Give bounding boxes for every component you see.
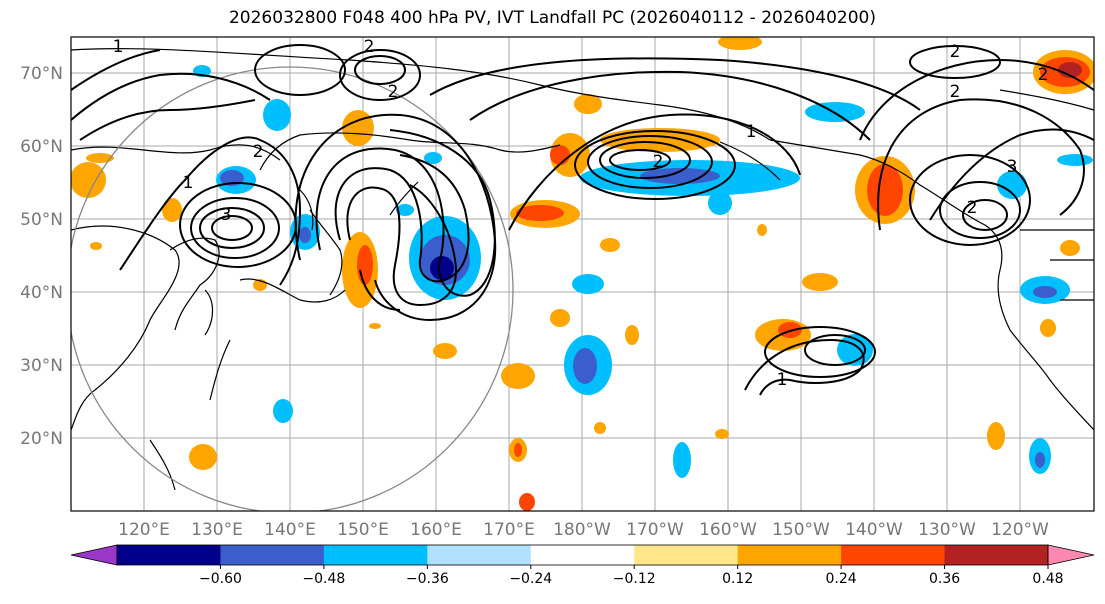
colorbar-cell (220, 545, 325, 565)
svg-text:2: 2 (388, 82, 399, 102)
lon-label: 120°E (118, 520, 170, 540)
lon-label: 130°E (191, 520, 243, 540)
colorbar-tick-label: 0.12 (722, 571, 753, 587)
lat-label: 50°N (20, 210, 63, 230)
colorbar-cell (634, 545, 739, 565)
svg-text:3: 3 (1007, 157, 1018, 177)
svg-text:1: 1 (777, 370, 788, 390)
colorbar-cell (530, 545, 635, 565)
longitude-labels: 120°E 130°E 140°E 150°E 160°E 170°E 180°… (118, 520, 1049, 540)
colorbar-tick-label: 0.48 (1032, 571, 1063, 587)
lon-label: 150°W (772, 520, 830, 540)
colorbar-tick-label: 0.24 (826, 571, 857, 587)
colorbar-cell (323, 545, 428, 565)
colorbar-tick-label: −0.36 (406, 571, 449, 587)
latitude-labels: 70°N 60°N 50°N 40°N 30°N 20°N (20, 64, 63, 449)
lon-label: 120°W (991, 520, 1049, 540)
svg-text:2: 2 (950, 82, 961, 102)
lon-label: 170°W (626, 520, 684, 540)
svg-text:2: 2 (653, 152, 664, 172)
landfall-region-circle (71, 66, 514, 511)
colorbar-cell (427, 545, 532, 565)
lat-label: 20°N (20, 429, 63, 449)
svg-text:3: 3 (221, 205, 232, 225)
svg-text:2: 2 (1038, 65, 1049, 85)
pv-contours (71, 44, 1094, 396)
colorbar-tick-label: −0.60 (199, 571, 242, 587)
map-border (70, 36, 1095, 512)
svg-text:1: 1 (113, 37, 124, 57)
lon-label: 140°E (264, 520, 316, 540)
colorbar: −0.60 −0.48 −0.36 −0.24 −0.12 0.12 0.24 0.36 0.4… (70, 544, 1095, 587)
colorbar-tick-label: −0.48 (302, 571, 345, 587)
lon-label: 160°W (699, 520, 757, 540)
lat-label: 70°N (20, 64, 63, 84)
svg-text:2: 2 (950, 42, 961, 62)
colorbar-cell (117, 545, 221, 565)
lat-label: 40°N (20, 283, 63, 303)
lat-label: 30°N (20, 356, 63, 376)
colorbar-border (116, 544, 1049, 566)
colorbar-cell (841, 545, 946, 565)
colorbar-tick-label: −0.12 (613, 571, 656, 587)
colorbar-tick-label: −0.24 (509, 571, 552, 587)
colorbar-cell (1047, 544, 1095, 566)
svg-text:2: 2 (253, 142, 264, 162)
colorbar-cell (70, 544, 118, 566)
svg-text:1: 1 (183, 173, 194, 193)
map-title: 2026032800 F048 400 hPa PV, IVT Landfall… (228, 8, 876, 28)
lon-label: 180°W (553, 520, 611, 540)
lon-label: 170°E (483, 520, 535, 540)
lat-label: 60°N (20, 137, 63, 157)
svg-text:2: 2 (364, 37, 375, 57)
colorbar-tick-label: 0.36 (929, 571, 960, 587)
contour-labels: 2 2 2 2 2 1 1 1 3 2 3 2 2 1 (113, 37, 1049, 390)
svg-text:1: 1 (746, 122, 757, 142)
coastlines (71, 48, 1094, 491)
lon-label: 150°E (337, 520, 389, 540)
svg-text:2: 2 (967, 198, 978, 218)
lon-label: 140°W (845, 520, 903, 540)
colorbar-cell (737, 545, 842, 565)
lon-label: 160°E (410, 520, 462, 540)
lon-label: 130°W (918, 520, 976, 540)
colorbar-cell (944, 545, 1049, 565)
